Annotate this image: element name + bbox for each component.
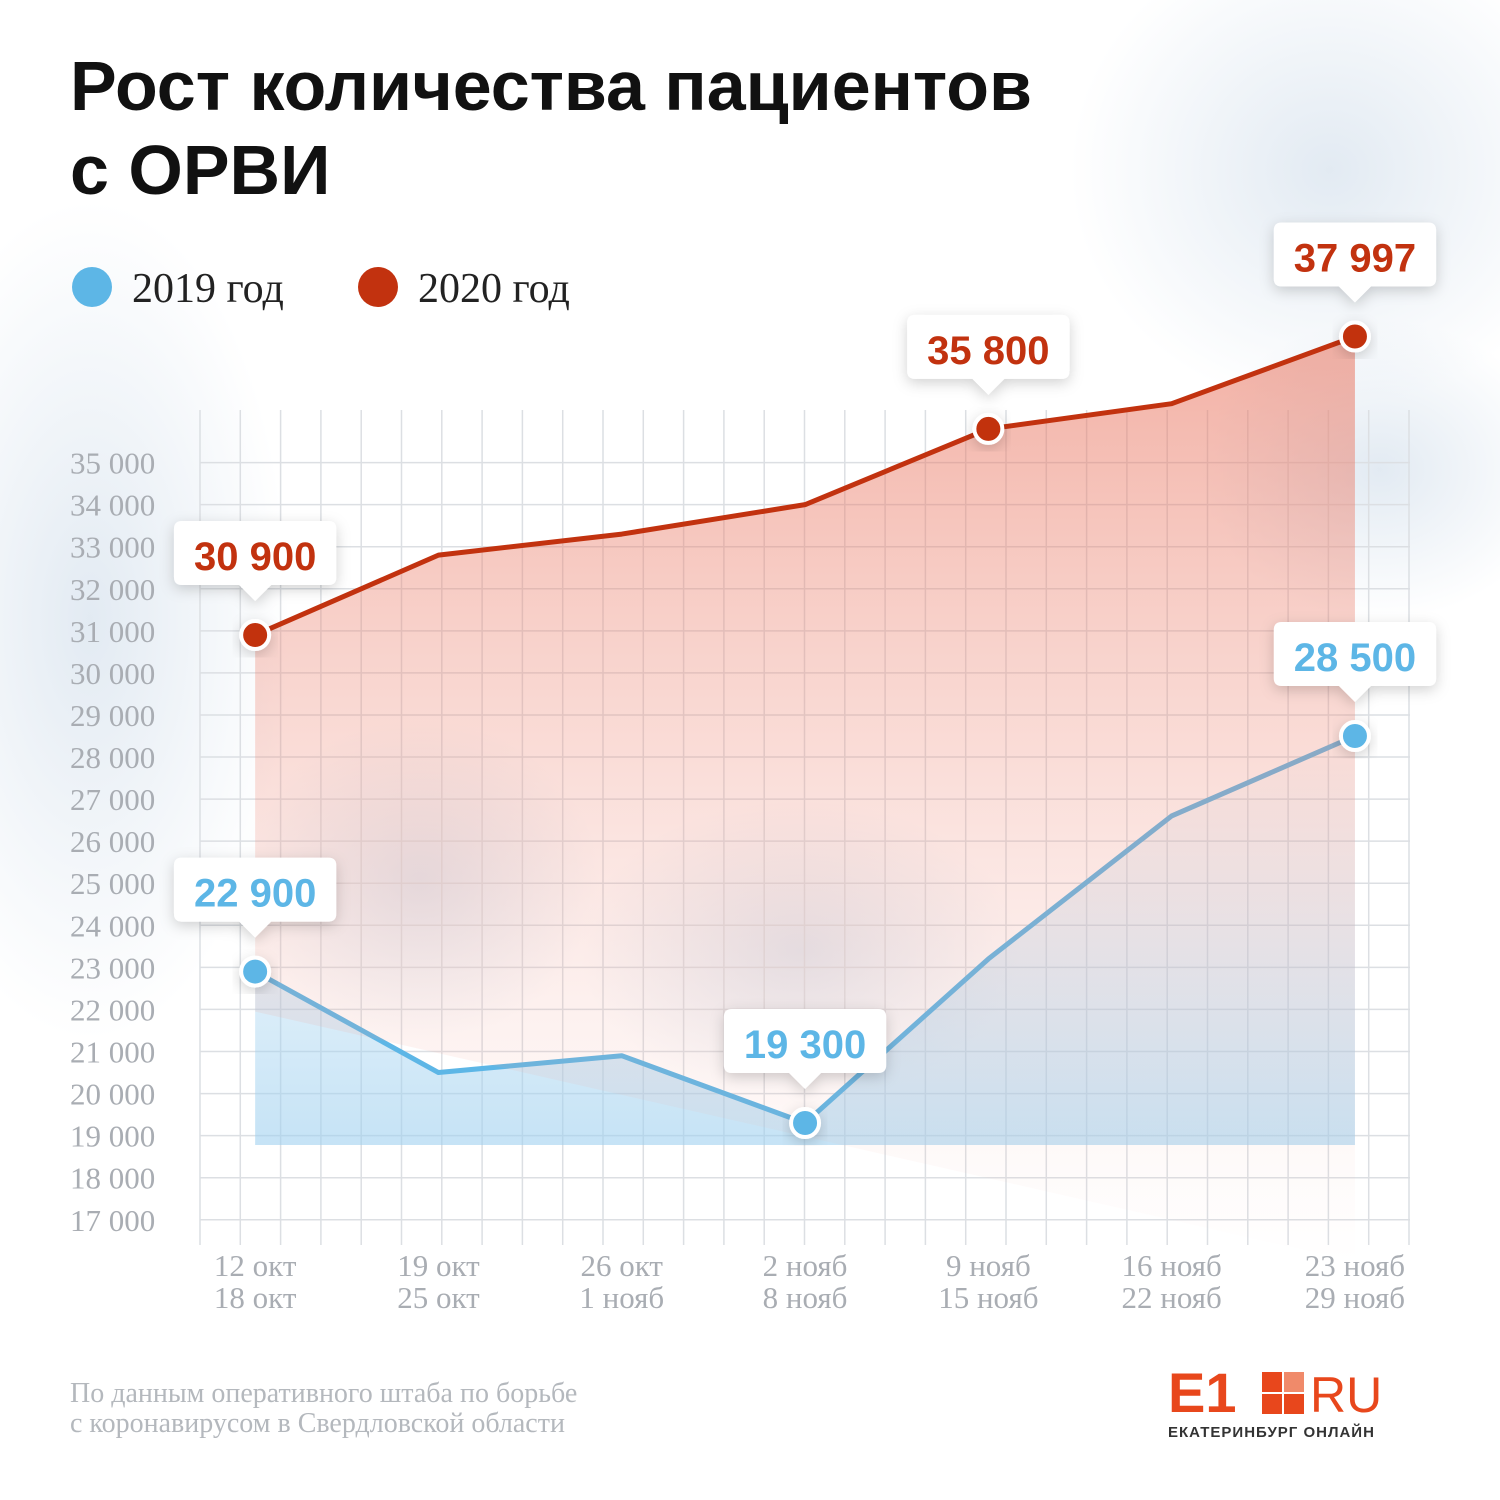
logo-tagline: ЕКАТЕРИНБУРГ ОНЛАЙН <box>1168 1423 1375 1441</box>
legend-marker <box>72 267 112 307</box>
legend-label: 2019 год <box>132 266 284 312</box>
area <box>255 336 1355 1262</box>
source: с коронавирусом в Свердловской области <box>70 1408 565 1439</box>
x-tick-label: 8 нояб <box>763 1280 848 1315</box>
y-tick-label: 18 000 <box>70 1161 155 1196</box>
y-tick-label: 25 000 <box>70 866 155 901</box>
data-label: 37 997 <box>1273 222 1437 303</box>
data-label-text: 35 800 <box>927 329 1049 373</box>
point <box>1338 720 1371 753</box>
source: По данным оперативного штаба по борьбе <box>70 1378 577 1409</box>
x-tick-label: 15 нояб <box>938 1280 1038 1315</box>
data-label: 30 900 <box>173 521 337 602</box>
label-box <box>723 1009 887 1090</box>
x-tick-label: 16 нояб <box>1122 1248 1222 1283</box>
y-tick-label: 19 000 <box>70 1119 155 1154</box>
data-label: 28 500 <box>1273 622 1437 703</box>
y-tick-label: 31 000 <box>70 614 155 649</box>
chart-title: с ОРВИ <box>70 131 330 209</box>
y-tick-label: 27 000 <box>70 782 155 817</box>
point <box>789 1107 822 1140</box>
y-tick-label: 20 000 <box>70 1077 155 1112</box>
point <box>239 619 272 652</box>
plot: 22 900 19 300 28 500 30 900 35 800 37 997 <box>173 222 1437 1262</box>
point <box>1338 320 1371 353</box>
data-label: 22 900 <box>173 857 337 938</box>
line <box>254 334 1356 638</box>
label-box <box>1273 222 1437 303</box>
label-box <box>907 314 1070 395</box>
label-box <box>173 857 337 938</box>
x-tick-label: 2 нояб <box>763 1248 848 1283</box>
legend-label: 2020 год <box>418 266 570 312</box>
logo: E1 RU ЕКАТЕРИНБУРГ ОНЛАЙН <box>1168 1361 1382 1441</box>
x-tick-label: 26 окт <box>581 1248 664 1283</box>
data-label: 19 300 <box>723 1009 887 1090</box>
x-tick-label: 9 нояб <box>946 1248 1031 1283</box>
data-label-text: 19 300 <box>744 1023 866 1067</box>
y-tick-label: 28 000 <box>70 740 155 775</box>
logo-name: E1 <box>1168 1361 1237 1424</box>
x-tick-label: 25 окт <box>397 1280 480 1315</box>
label-box <box>173 521 337 602</box>
x-tick-label: 19 окт <box>397 1248 480 1283</box>
x-tick-label: 23 нояб <box>1305 1248 1405 1283</box>
y-tick-label: 23 000 <box>70 950 155 985</box>
y-tick-label: 24 000 <box>70 908 155 943</box>
data-label-text: 30 900 <box>194 535 316 579</box>
y-tick-label: 26 000 <box>70 824 155 859</box>
data-label-text: 22 900 <box>194 872 316 916</box>
point <box>972 412 1005 445</box>
y-tick-label: 32 000 <box>70 572 155 607</box>
x-tick-label: 1 нояб <box>579 1280 664 1315</box>
label-box <box>1273 622 1437 703</box>
x-tick-label: 22 нояб <box>1122 1280 1222 1315</box>
y-tick-label: 35 000 <box>70 446 155 481</box>
x-tick-label: 12 окт <box>214 1248 297 1283</box>
data-label-text: 37 997 <box>1294 237 1416 281</box>
y-tick-label: 29 000 <box>70 698 155 733</box>
legend-marker <box>358 267 398 307</box>
y-tick-label: 34 000 <box>70 488 155 523</box>
y-tick-label: 30 000 <box>70 656 155 691</box>
data-label-text: 28 500 <box>1294 636 1416 680</box>
x-tick-label: 18 окт <box>214 1280 297 1315</box>
y-tick-label: 21 000 <box>70 1034 155 1069</box>
x-tick-label: 29 нояб <box>1305 1280 1405 1315</box>
logo-domain: RU <box>1310 1367 1382 1423</box>
chart-title: Рост количества пациентов <box>70 47 1032 125</box>
y-tick-label: 17 000 <box>70 1203 155 1238</box>
y-tick-label: 33 000 <box>70 530 155 565</box>
data-label: 35 800 <box>907 314 1070 395</box>
y-tick-label: 22 000 <box>70 992 155 1027</box>
point <box>239 955 272 988</box>
